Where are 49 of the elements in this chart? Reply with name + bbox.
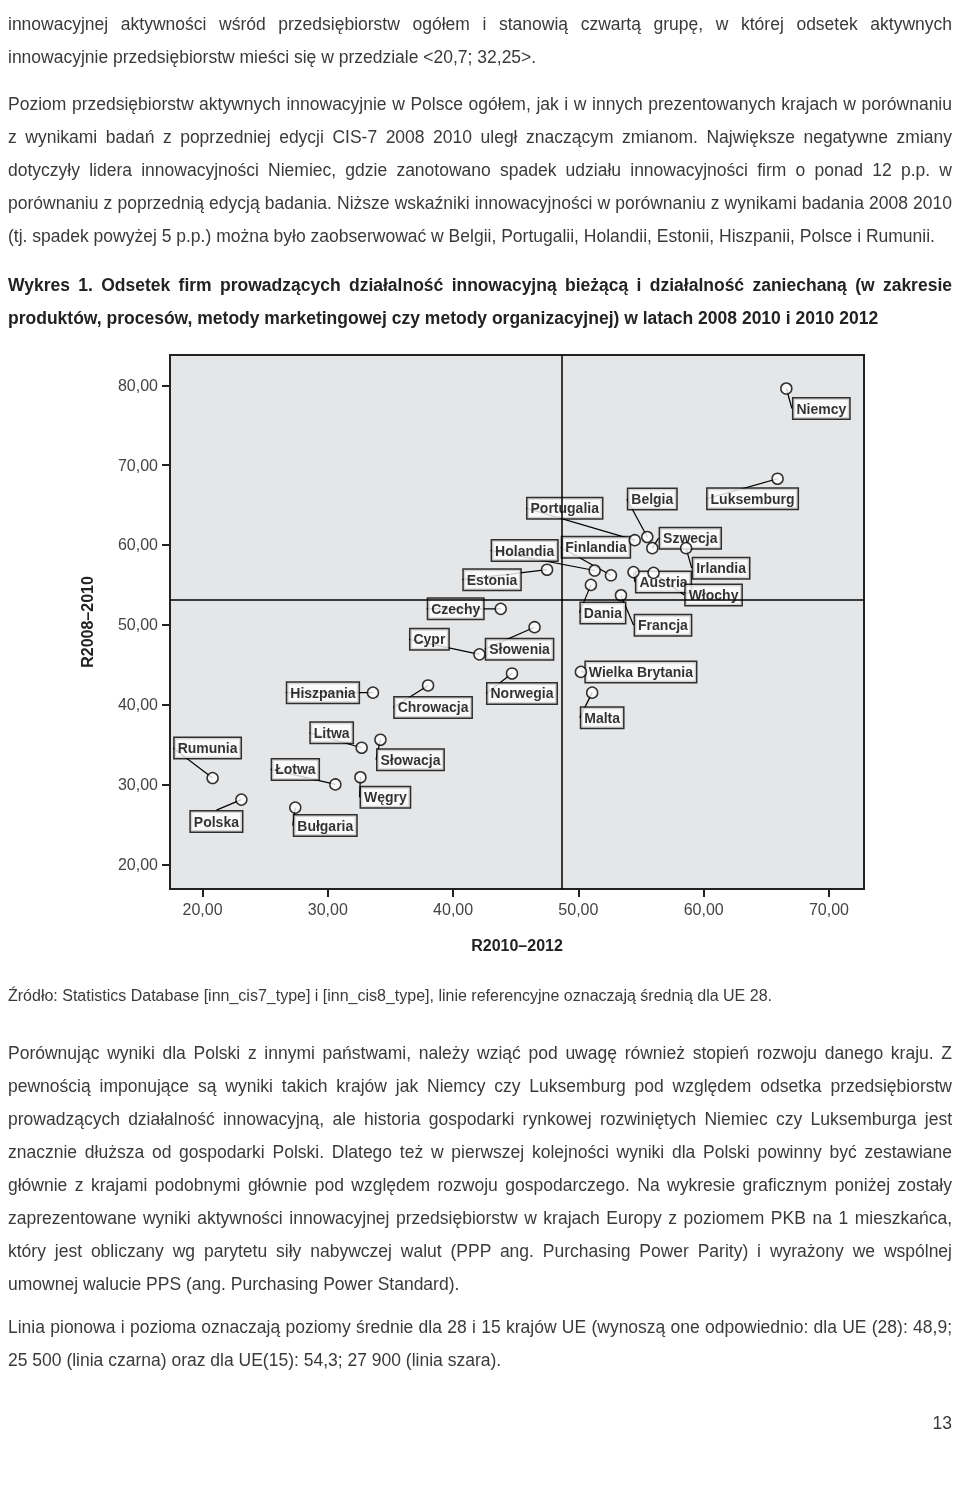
text: Poziom przedsiębiorstw aktywnych innowacyjnie w Polsce ogółem, jak i w innych prezentowanych krajach w porównaniu z wynikami badań z poprzedniej edycji CIS-7 2008 2010 uległ znaczącym zmianom. Największe negatywne zmiany dotyczyły lidera innowacyjności Niemiec, gdzie zanotowano spadek udziału innowacyjności firm o ponad 12 p.p. w porównaniu z poprzednią edycją badania. Niższe wskaźniki innowacyjności w porównaniu z wynikami badania 2008 2010 (tj. spadek powyżej 5 p.p.) można było zaobserwować w Belgii, Portugalii, Holandii, Estonii, Hiszpanii, Polsce i Rumunii. xyxy=(8,93,952,248)
annotation: Czechy xyxy=(431,600,481,617)
annotation: Luksemburg xyxy=(710,490,795,507)
annotation: Łotwa xyxy=(275,761,316,778)
y-tick-label: 20,00 xyxy=(117,855,159,873)
annotation: Rumunia xyxy=(177,740,238,757)
y-tick-label: 60,00 xyxy=(117,536,159,554)
annotation: Niemcy xyxy=(796,400,847,417)
annotation: Szwecja xyxy=(663,530,718,547)
annotation: Chrowacja xyxy=(397,699,469,716)
annotation: Słowenia xyxy=(489,641,551,658)
annotation: Malta xyxy=(584,709,621,726)
x-tick-label: 40,00 xyxy=(433,900,474,918)
text: innowacyjnej aktywności wśród przedsiębiorstw ogółem i stanowią czwartą grupę, w której odsetek aktywnych innowacyjnie przedsiębiorstw mieści się w przedziale <20,7; 32,25>. xyxy=(8,13,952,69)
annotation: Irlandia xyxy=(696,560,747,577)
annotation: Bułgaria xyxy=(297,817,354,834)
y-tick-label: 70,00 xyxy=(117,456,159,474)
annotation: Litwa xyxy=(313,724,350,741)
annotation: Dania xyxy=(583,604,623,621)
y-tick-label: 40,00 xyxy=(117,696,159,714)
x-tick-label: 70,00 xyxy=(808,900,850,918)
annotation: Finlandia xyxy=(565,539,627,556)
text: Źródło: Statistics Database [inn_cis7_type] i [inn_cis8_type], linie referencyjne oznaczają średnią dla UE 28. xyxy=(8,985,773,1006)
annotation: Węgry xyxy=(364,789,408,806)
text: Linia pionowa i pozioma oznaczają poziomy średnie dla 28 i 15 krajów UE (wynoszą one odpowiednio: dla UE (28): 48,9; 25 500 (linia czarna) oraz dla UE(15): 54,3; 27 900 (linia szara). xyxy=(8,1316,952,1372)
x-tick-label: 30,00 xyxy=(307,900,348,918)
annotation: Estonia xyxy=(466,571,518,588)
x-tick-label: 20,00 xyxy=(182,900,223,918)
annotation: Holandia xyxy=(495,542,555,559)
annotation: Polska xyxy=(193,813,240,830)
x-tick-label: 50,00 xyxy=(558,900,599,918)
annotation: Francja xyxy=(638,617,689,634)
y-tick-label: 80,00 xyxy=(117,376,159,394)
text: Porównując wyniki dla Polski z innymi państwami, należy wziąć pod uwagę również stopień rozwoju danego kraju. Z pewnością imponujące są wyniki takich krajów jak Niemcy czy Luksemburg pod względem odsetka przedsiębiorstw prowadzących działalność innowacyjną, ale historia gospodarki rynkowej rozwiniętych Niemiec czy Luksemburga jest znacznie dłuższa od gospodarki Polski. Dlatego też w pierwszej kolejności wyniki dla Polski powinny być zestawiane głównie z krajami podobnymi głównie pod względem rozwoju gospodarczego. Na wykresie graficznym poniżej zostały zaprezentowane wyniki aktywności innowacyjnej przedsiębiorstw w krajach Europy z poziomem PKB na 1 mieszkańca, który jest obliczany wg parytetu siły nabywczej walut (PPP ang. Purchasing Power Parity) i wyrażony we wspólnej umownej walucie PPS (ang. Purchasing Power Standard). xyxy=(8,1042,952,1296)
y-tick-label: 30,00 xyxy=(117,775,159,793)
text: 13 xyxy=(931,1412,952,1435)
annotation: Norwegia xyxy=(490,685,554,702)
annotation: Belgia xyxy=(631,490,674,507)
annotation: Hiszpania xyxy=(290,684,356,701)
y-axis-title: R2008–2010 xyxy=(78,576,96,668)
x-axis-title: R2010–2012 xyxy=(471,936,563,954)
annotation: Słowacja xyxy=(380,751,441,768)
annotation: Wielka Brytania xyxy=(588,663,694,680)
x-tick-label: 60,00 xyxy=(683,900,724,918)
annotation: Włochy xyxy=(688,586,739,603)
chart-title: Wykres 1. Odsetek firm prowadzących działalność innowacyjną bieżącą i działalność zaniechaną (w zakresie produktów, procesów, metody marketingowej czy metody organizacyjnej) w latach 2008 2010 i 2010 2012 xyxy=(8,274,952,330)
annotation: Austria xyxy=(639,574,688,591)
y-tick-label: 50,00 xyxy=(117,616,159,634)
annotation: Cypr xyxy=(413,631,446,648)
